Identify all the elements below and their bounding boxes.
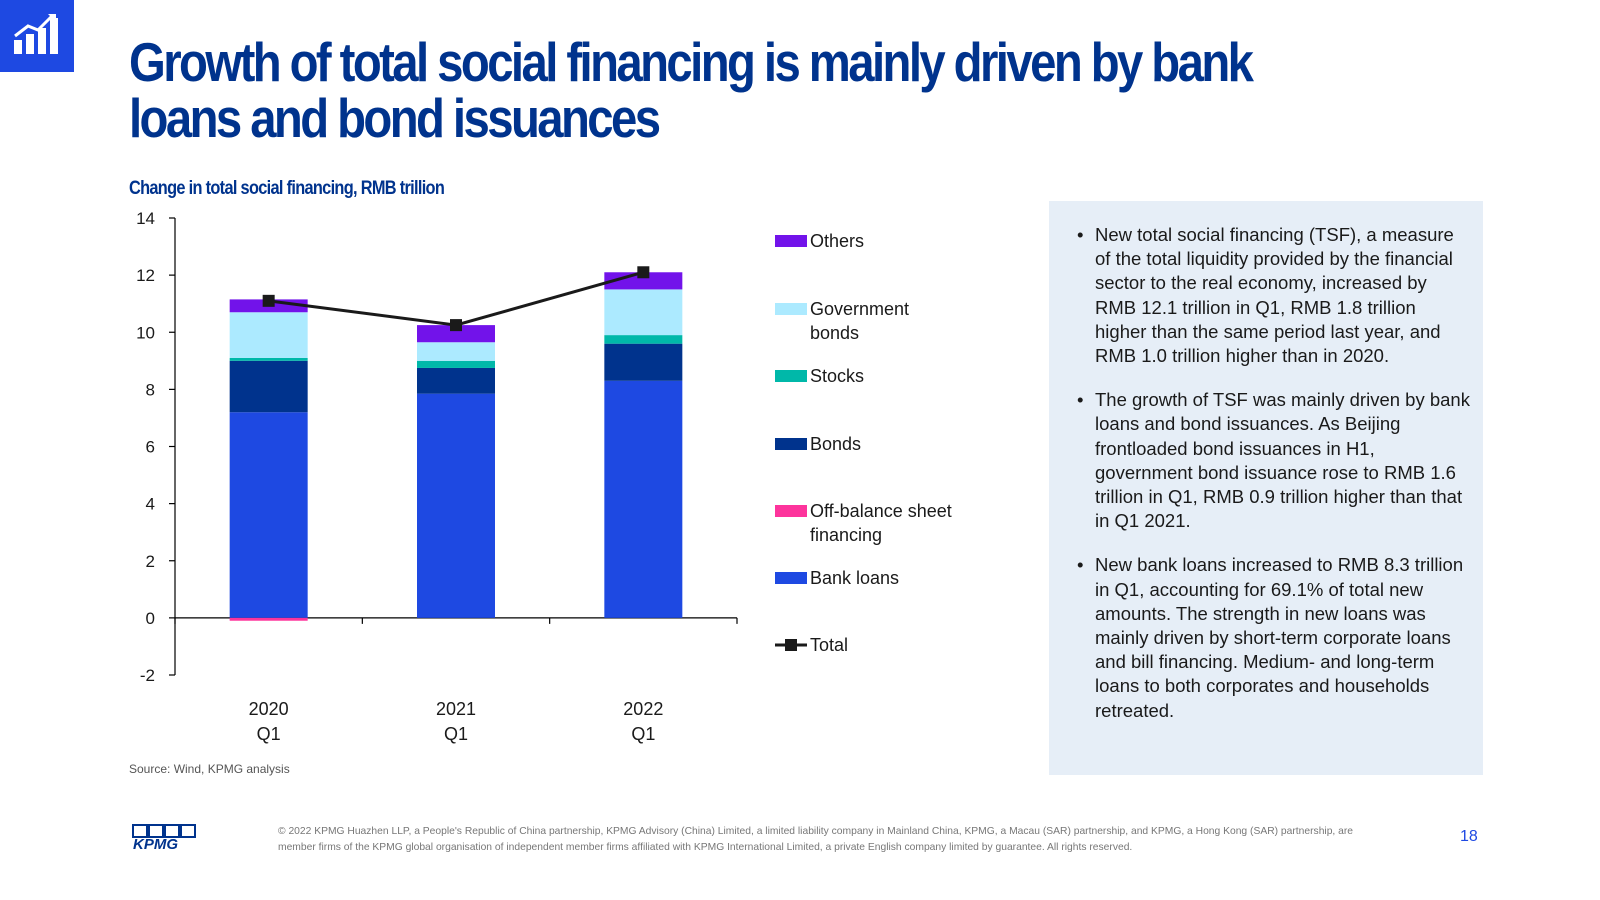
bar-stocks [604, 335, 683, 344]
x-tick-label: 2020 [249, 699, 289, 719]
bar-bank-loans [604, 380, 683, 618]
kpmg-logo: KPMG [132, 824, 196, 850]
bar-bank-loans [417, 393, 495, 618]
chart-subtitle: Change in total social financing, RMB tr… [129, 178, 445, 199]
bullet-tsf-growth: New total social financing (TSF), a meas… [1077, 223, 1471, 368]
legend-label: Government [810, 299, 909, 319]
total-marker [262, 294, 275, 307]
bar-stocks [229, 357, 308, 361]
corner-logo [0, 0, 74, 72]
y-tick-label: 12 [136, 266, 155, 285]
y-tick-label: 6 [146, 438, 155, 457]
x-tick-label: Q1 [631, 724, 655, 744]
legend-swatch-others [775, 235, 807, 247]
legal-footer: © 2022 KPMG Huazhen LLP, a People's Repu… [278, 826, 1354, 853]
y-tick-label: 8 [146, 380, 155, 399]
x-tick-label: Q1 [444, 724, 468, 744]
bar-government-bonds [604, 289, 683, 336]
total-line [268, 270, 644, 327]
y-tick-label: -2 [140, 666, 155, 685]
legend-swatch-stocks [775, 370, 807, 382]
x-tick-label: 2021 [436, 699, 476, 719]
legend-marker-total [785, 639, 797, 651]
legend-swatch-off-balance-sheet-financing [775, 505, 807, 517]
bar-government-bonds [417, 342, 495, 361]
bullet-bond-issuance: The growth of TSF was mainly driven by b… [1077, 388, 1471, 533]
y-tick-label: 2 [146, 552, 155, 571]
legend-label: Off-balance sheet [810, 501, 952, 521]
x-tick-label: 2022 [623, 699, 663, 719]
legend-label: Stocks [810, 366, 864, 386]
legend-label: Others [810, 231, 864, 251]
bar-government-bonds [229, 312, 308, 358]
page-number: 18 [1460, 828, 1478, 845]
stacked-bar-chart: -2 0 2 4 6 8 10 12 14 2020 Q1 2021 Q1 2022 Q1 Others Gov… [136, 209, 952, 744]
source-note: Source: Wind, KPMG analysis [129, 762, 290, 776]
bar-bonds [417, 367, 495, 394]
bar-bonds [229, 360, 308, 413]
legend-label: financing [810, 525, 882, 545]
legend-label: Total [810, 635, 848, 655]
bar-chart-growth-icon [14, 14, 58, 54]
legend-swatch-bank-loans [775, 572, 807, 584]
bar-off-balance-sheet-financing [229, 617, 308, 621]
bullet-bank-loans: New bank loans increased to RMB 8.3 tril… [1077, 553, 1471, 722]
page-title: Growth of total social financing is main… [129, 31, 1254, 149]
legend-label: Bonds [810, 434, 861, 454]
x-tick-label: Q1 [257, 724, 281, 744]
legend-label: Bank loans [810, 568, 899, 588]
y-tick-label: 4 [146, 495, 155, 514]
total-marker [450, 319, 462, 332]
legend-label: bonds [810, 323, 859, 343]
bar-bonds [604, 343, 683, 381]
kpmg-logo-text: KPMG [133, 836, 178, 850]
total-marker [637, 266, 650, 279]
bar-others [417, 325, 495, 343]
y-tick-label: 10 [136, 323, 155, 342]
legend-swatch-government-bonds [775, 303, 807, 315]
y-tick-label: 0 [146, 609, 155, 628]
commentary-panel: New total social financing (TSF), a meas… [1049, 201, 1483, 775]
bar-bank-loans [229, 412, 308, 618]
y-tick-label: 14 [136, 209, 155, 228]
bar-stocks [417, 360, 495, 368]
legend-swatch-bonds [775, 438, 807, 450]
